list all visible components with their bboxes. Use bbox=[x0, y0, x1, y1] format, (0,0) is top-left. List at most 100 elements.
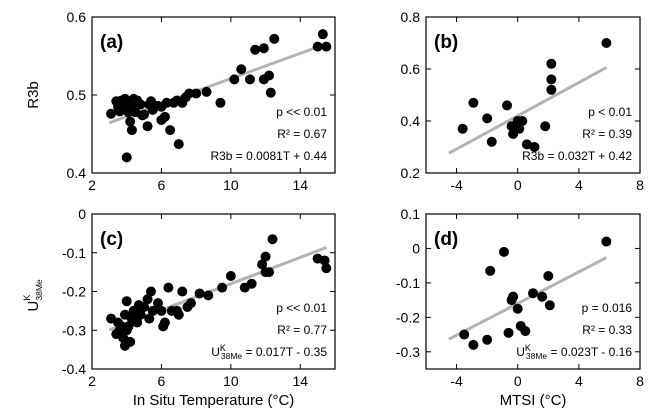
panel-b-frame bbox=[425, 16, 641, 174]
ylabel-u: U bbox=[25, 301, 42, 312]
x-tick-label: 14 bbox=[292, 373, 308, 389]
data-point bbox=[546, 74, 557, 85]
x-tick-label: -4 bbox=[450, 177, 463, 193]
data-point bbox=[482, 113, 493, 124]
data-point bbox=[521, 139, 532, 150]
data-point bbox=[529, 142, 540, 152]
x-tick-label: 0 bbox=[514, 373, 522, 389]
data-point bbox=[459, 329, 470, 340]
data-point bbox=[482, 334, 493, 345]
y-tick-label: -0.2 bbox=[396, 309, 420, 325]
x-tick-label: 4 bbox=[575, 177, 583, 193]
x-tick-label: 6 bbox=[158, 373, 166, 389]
y-tick-label: -0.3 bbox=[396, 344, 420, 360]
data-point bbox=[514, 123, 525, 134]
data-point bbox=[217, 282, 228, 293]
y-tick-label: 0 bbox=[412, 240, 420, 256]
y-tick-label: -0.3 bbox=[62, 322, 86, 338]
data-point bbox=[132, 317, 143, 328]
data-point bbox=[159, 111, 170, 122]
data-point bbox=[468, 339, 479, 350]
data-point bbox=[321, 263, 332, 274]
data-point bbox=[173, 309, 184, 320]
panel-d-frame bbox=[425, 213, 641, 370]
y-tick-label: 0.8 bbox=[401, 9, 421, 25]
panel-d-r2: R² = 0.33 bbox=[582, 323, 632, 337]
x-tick-label: 2 bbox=[88, 177, 96, 193]
data-point bbox=[135, 309, 146, 320]
x-tick-label: 4 bbox=[575, 373, 583, 389]
data-point bbox=[106, 108, 117, 119]
panel-d-xlabel: MTSI (°C) bbox=[500, 392, 567, 409]
data-point bbox=[203, 290, 214, 301]
data-point bbox=[246, 278, 257, 289]
panel-d: -4 0 4 8 -0.3 -0.2 -0.1 0 0.1 (d) MTSI (°C) p = … bbox=[396, 206, 644, 409]
data-point bbox=[163, 282, 174, 293]
x-tick-label: -4 bbox=[450, 373, 463, 389]
x-tick-label: 0 bbox=[514, 177, 522, 193]
data-point bbox=[147, 305, 158, 316]
panel-a-equation: R3b = 0.0081T + 0.44 bbox=[210, 149, 327, 163]
data-point bbox=[215, 97, 226, 108]
y-tick-label: 0.4 bbox=[401, 113, 421, 129]
data-point bbox=[265, 87, 276, 98]
data-point bbox=[142, 294, 153, 305]
panel-b-pvalue: p < 0.01 bbox=[588, 105, 632, 119]
data-point bbox=[146, 286, 157, 297]
data-point bbox=[508, 291, 519, 302]
data-point bbox=[546, 58, 557, 69]
y-tick-label: -0.1 bbox=[62, 245, 86, 261]
data-point bbox=[544, 300, 555, 311]
data-point bbox=[258, 43, 269, 54]
data-point bbox=[185, 298, 196, 309]
data-point bbox=[244, 74, 255, 85]
data-point bbox=[225, 271, 236, 281]
data-point bbox=[468, 97, 479, 108]
data-point bbox=[601, 236, 612, 247]
data-point bbox=[165, 125, 176, 136]
panel-d-label: (d) bbox=[434, 229, 458, 250]
panel-a-r2: R² = 0.67 bbox=[277, 127, 327, 141]
y-tick-label: 0 bbox=[78, 206, 86, 222]
panel-c: 2 6 10 14 -0.4 -0.3 -0.2 -0.1 0 (c) UK 38Me In Si… bbox=[22, 206, 336, 409]
y-tick-label: 0.1 bbox=[401, 206, 421, 222]
panel-c-ylabel: UK 38Me bbox=[22, 279, 44, 311]
x-tick-label: 10 bbox=[223, 177, 239, 193]
data-point bbox=[498, 246, 509, 257]
data-point bbox=[321, 41, 332, 52]
ylabel-38me-subscript: 38Me bbox=[34, 279, 44, 301]
data-point bbox=[502, 100, 513, 111]
data-point bbox=[540, 121, 551, 132]
y-tick-label: -0.4 bbox=[62, 361, 86, 377]
x-tick-label: 6 bbox=[158, 177, 166, 193]
data-point bbox=[269, 33, 280, 44]
panel-b-label: (b) bbox=[434, 32, 458, 53]
panel-c-pvalue: p << 0.01 bbox=[276, 301, 327, 315]
data-point bbox=[121, 296, 132, 307]
panel-a: 2 6 10 14 0.4 0.5 0.6 (a) R3b p << 0.01 R² = 0… bbox=[25, 9, 336, 193]
panel-b-r2: R² = 0.39 bbox=[582, 127, 632, 141]
data-point bbox=[126, 125, 137, 136]
data-point bbox=[486, 136, 497, 147]
fit-line bbox=[448, 66, 608, 155]
data-point bbox=[125, 116, 136, 127]
y-tick-label: 0.2 bbox=[401, 165, 421, 181]
panel-d-equation: UK 38Me = 0.023T - 0.16 bbox=[516, 343, 632, 361]
y-tick-label: 0.5 bbox=[67, 87, 87, 103]
panel-c-xlabel: In Situ Temperature (°C) bbox=[133, 392, 295, 409]
data-point bbox=[312, 41, 323, 52]
data-point bbox=[142, 121, 153, 132]
data-point bbox=[177, 286, 188, 297]
x-tick-label: 10 bbox=[223, 373, 239, 389]
data-point bbox=[125, 336, 136, 347]
data-point bbox=[191, 88, 202, 99]
data-point bbox=[257, 259, 268, 270]
panel-c-label: (c) bbox=[100, 229, 123, 250]
data-point bbox=[184, 88, 195, 99]
data-point bbox=[139, 302, 150, 312]
panel-d-pvalue: p = 0.016 bbox=[582, 301, 633, 315]
panel-b-equation: R3b = 0.032T + 0.42 bbox=[522, 149, 632, 163]
data-point bbox=[236, 64, 247, 75]
fit-line bbox=[108, 42, 327, 125]
data-point bbox=[457, 123, 468, 134]
